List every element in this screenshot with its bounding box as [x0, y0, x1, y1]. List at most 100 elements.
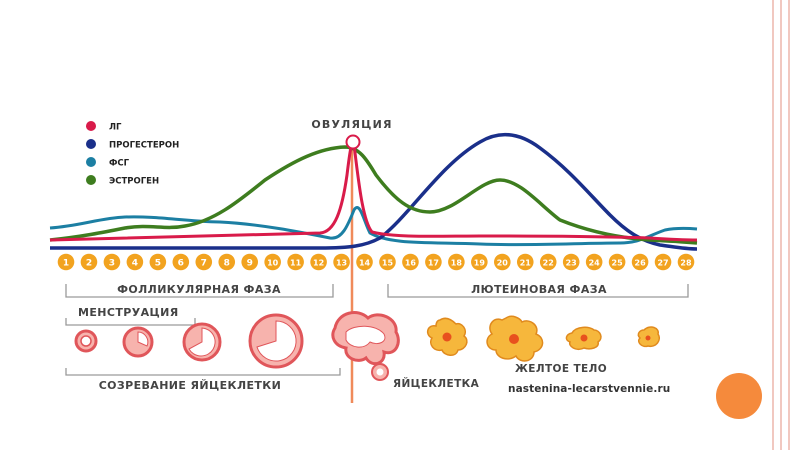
day-number: 19	[474, 259, 486, 268]
day-number: 2	[86, 259, 92, 269]
day-number: 24	[589, 259, 601, 268]
legend-item-progesterone: ПРОГЕСТЕРОН	[86, 139, 179, 151]
watermark-text: nastenina-lecarstvennie.ru	[508, 383, 671, 395]
day-number: 25	[612, 259, 624, 268]
legend-swatch	[86, 175, 96, 185]
day-badge: 28	[677, 253, 695, 271]
day-number: 23	[566, 259, 577, 268]
follicle-stage-4	[248, 313, 304, 369]
day-badge: 19	[471, 253, 488, 271]
ovulation-label: ОВУЛЯЦИЯ	[311, 118, 392, 131]
legend-label: ФСГ	[109, 159, 130, 169]
legend-swatch	[86, 157, 96, 167]
day-badges: 1 2 3 4 5 6 7 8 9 10 11 12 13 14 15 16 17 18 19 20 21 22 23 24 2…	[57, 253, 695, 271]
follicle-stage-1	[74, 329, 98, 353]
ruptured-follicle	[331, 311, 400, 366]
legend-swatch	[86, 121, 96, 131]
day-number: 21	[520, 259, 532, 268]
day-number: 28	[680, 259, 692, 268]
legend-swatch	[86, 139, 96, 149]
day-badge: 11	[287, 253, 304, 271]
day-number: 16	[405, 259, 417, 268]
day-badge: 23	[562, 253, 580, 271]
day-badge: 22	[539, 253, 557, 271]
day-badge: 26	[631, 253, 649, 271]
egg-maturation-label: СОЗРЕВАНИЕ ЯЙЦЕКЛЕТКИ	[99, 379, 282, 392]
legend: ЛГ ПРОГЕСТЕРОН ФСГ ЭСТРОГЕН	[86, 121, 179, 187]
day-number: 12	[313, 259, 324, 268]
day-badge: 27	[654, 253, 672, 271]
day-number: 6	[178, 259, 184, 269]
day-number: 9	[247, 259, 253, 269]
day-badge: 16	[402, 253, 419, 271]
day-number: 1	[63, 259, 69, 269]
day-badge: 15	[379, 253, 396, 271]
day-number: 20	[497, 259, 509, 268]
day-badge: 1	[57, 253, 75, 271]
day-number: 13	[336, 259, 347, 268]
right-edge-stripe	[772, 0, 774, 450]
fsh-curve	[49, 206, 698, 247]
menstruation-label: МЕНСТРУАЦИЯ	[78, 306, 179, 319]
day-number: 17	[428, 259, 439, 268]
day-number: 4	[132, 259, 138, 269]
day-badge: 2	[80, 253, 98, 271]
legend-label: ЭСТРОГЕН	[109, 177, 159, 187]
day-badge: 3	[103, 253, 121, 271]
day-badge: 24	[585, 253, 603, 271]
day-number: 27	[657, 259, 668, 268]
day-badge: 7	[195, 253, 213, 271]
day-badge: 17	[425, 253, 442, 271]
day-badge: 5	[149, 253, 167, 271]
follicle-stages	[74, 313, 304, 369]
egg-label: ЯЙЦЕКЛЕТКА	[393, 377, 480, 390]
day-badge: 10	[264, 253, 281, 271]
day-badge: 12	[310, 253, 327, 271]
day-badge: 6	[172, 253, 190, 271]
legend-item-fsh: ФСГ	[86, 157, 130, 169]
right-edge-stripe	[788, 0, 790, 450]
legend-label: ПРОГЕСТЕРОН	[109, 141, 179, 151]
follicular-bracket	[65, 284, 334, 298]
follicle-stage-3	[182, 322, 222, 362]
maturation-bracket	[65, 368, 341, 376]
day-number: 18	[451, 259, 463, 268]
day-number: 15	[382, 259, 394, 268]
follicle-stage-2	[122, 326, 154, 358]
corpus-luteum-stage-2	[486, 315, 544, 362]
day-number: 8	[224, 259, 230, 269]
day-number: 5	[155, 259, 161, 269]
day-badge: 25	[608, 253, 626, 271]
day-badge: 13	[333, 253, 350, 271]
menstruation-bracket	[65, 318, 196, 326]
day-badge: 14	[356, 253, 373, 271]
accent-circle	[716, 373, 762, 419]
day-number: 14	[359, 259, 371, 268]
follicular-phase-label: ФОЛЛИКУЛЯРНАЯ ФАЗА	[117, 283, 281, 296]
luteal-phase-label: ЛЮТЕИНОВАЯ ФАЗА	[471, 283, 607, 296]
corpus-luteum-stage-3	[565, 326, 602, 351]
corpus-luteum-stages	[426, 315, 660, 362]
legend-item-estrogen: ЭСТРОГЕН	[86, 175, 159, 187]
day-badge: 8	[218, 253, 236, 271]
day-badge: 4	[126, 253, 144, 271]
day-badge: 21	[516, 253, 534, 271]
day-number: 10	[267, 259, 279, 268]
day-badge: 20	[493, 253, 511, 271]
lh-curve	[49, 141, 698, 242]
ovulation-marker	[345, 134, 361, 150]
day-number: 7	[201, 259, 207, 269]
estrogen-curve	[49, 145, 698, 245]
egg-cell	[371, 363, 389, 381]
corpus-luteum-stage-4	[637, 326, 660, 348]
day-number: 3	[109, 259, 115, 269]
legend-label: ЛГ	[109, 123, 122, 133]
luteal-bracket	[387, 284, 689, 298]
corpus-luteum-label: ЖЕЛТОЕ ТЕЛО	[515, 363, 607, 375]
day-badge: 18	[448, 253, 465, 271]
corpus-luteum-stage-1	[426, 317, 468, 356]
day-number: 26	[635, 259, 647, 268]
right-edge-stripe	[780, 0, 782, 450]
day-badge: 9	[241, 253, 259, 271]
